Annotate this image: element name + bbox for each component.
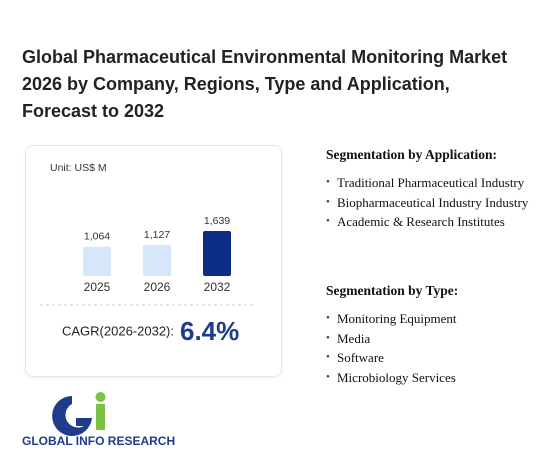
x-tick-label: 2032	[204, 280, 231, 294]
bar	[83, 246, 111, 276]
logo-text: GLOBAL INFO RESEARCH	[22, 434, 175, 448]
cagr-label: CAGR(2026-2032):	[62, 323, 174, 338]
title: Global Pharmaceutical Environmental Moni…	[22, 47, 508, 121]
bar	[203, 231, 231, 276]
list: Monitoring EquipmentMediaSoftwareMicrobi…	[326, 309, 546, 387]
segmentation-application: Segmentation by Application: Traditional…	[326, 147, 546, 232]
logo: GLOBAL INFO RESEARCH	[22, 392, 175, 448]
value-label: 1,064	[84, 231, 110, 243]
value-label: 1,127	[144, 229, 170, 241]
list-item: Media	[326, 329, 546, 349]
cagr-value: 6.4%	[180, 316, 239, 346]
value-label: 1,639	[204, 215, 230, 227]
heading: Segmentation by Application:	[326, 147, 498, 162]
list: Traditional Pharmaceutical IndustryBioph…	[326, 173, 546, 232]
unit: Unit: US$ M	[50, 162, 107, 174]
list-item: Academic & Research Institutes	[326, 212, 546, 232]
list-item: Microbiology Services	[326, 368, 546, 388]
chart: Unit: US$ M CAGR(2026-2032): 6.4% 1,064 2…	[40, 162, 255, 346]
logo-dot	[95, 392, 106, 402]
chart-card	[25, 145, 282, 377]
list-item: Software	[326, 348, 546, 368]
logo-g	[52, 396, 92, 436]
x-tick-label: 2025	[84, 280, 111, 294]
x-tick-label: 2026	[144, 280, 171, 294]
bar	[143, 245, 171, 276]
list-item: Traditional Pharmaceutical Industry	[326, 173, 546, 193]
list-item: Monitoring Equipment	[326, 309, 546, 329]
heading: Segmentation by Type:	[326, 283, 459, 298]
list-item: Biopharmaceutical Industry Industry	[326, 193, 546, 213]
segmentation-type: Segmentation by Type: Monitoring Equipme…	[326, 283, 546, 387]
logo-i	[96, 404, 105, 430]
